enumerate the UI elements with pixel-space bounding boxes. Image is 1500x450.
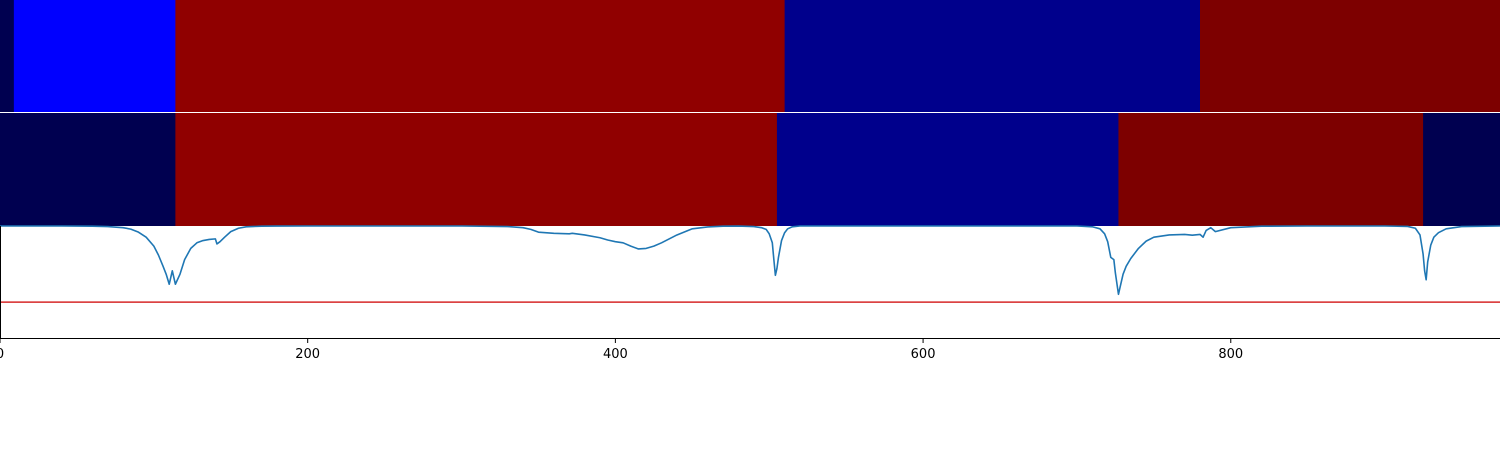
heatmap-segment-top-3 (175, 0, 786, 112)
x-tick-label: 600 (911, 347, 936, 362)
heatmap-segment-middle-4 (1118, 113, 1424, 226)
series-line (0, 225, 1500, 296)
heatmap-segment-top-1 (0, 0, 15, 112)
heatmap-segment-middle-2 (175, 113, 778, 226)
x-tick-label: 400 (603, 347, 628, 362)
x-tick-label: 800 (1218, 347, 1243, 362)
plot-area-background (0, 226, 1500, 338)
heatmap-segment-top-2 (13, 0, 176, 112)
heatmap-segment-top-5 (1200, 0, 1500, 112)
x-tick-label: 200 (295, 347, 320, 362)
heatmap-strip-top (0, 0, 1500, 112)
x-axis-ticks: 0 200 400 600 800 (0, 338, 1243, 362)
heatmap-segment-middle-5 (1423, 113, 1500, 226)
heatmap-segment-middle-3 (776, 113, 1119, 226)
heatmap-strip-middle (0, 113, 1500, 226)
heatmap-segment-top-4 (784, 0, 1201, 112)
x-tick-label: 0 (0, 347, 4, 362)
heatmap-segment-middle-1 (0, 113, 176, 226)
